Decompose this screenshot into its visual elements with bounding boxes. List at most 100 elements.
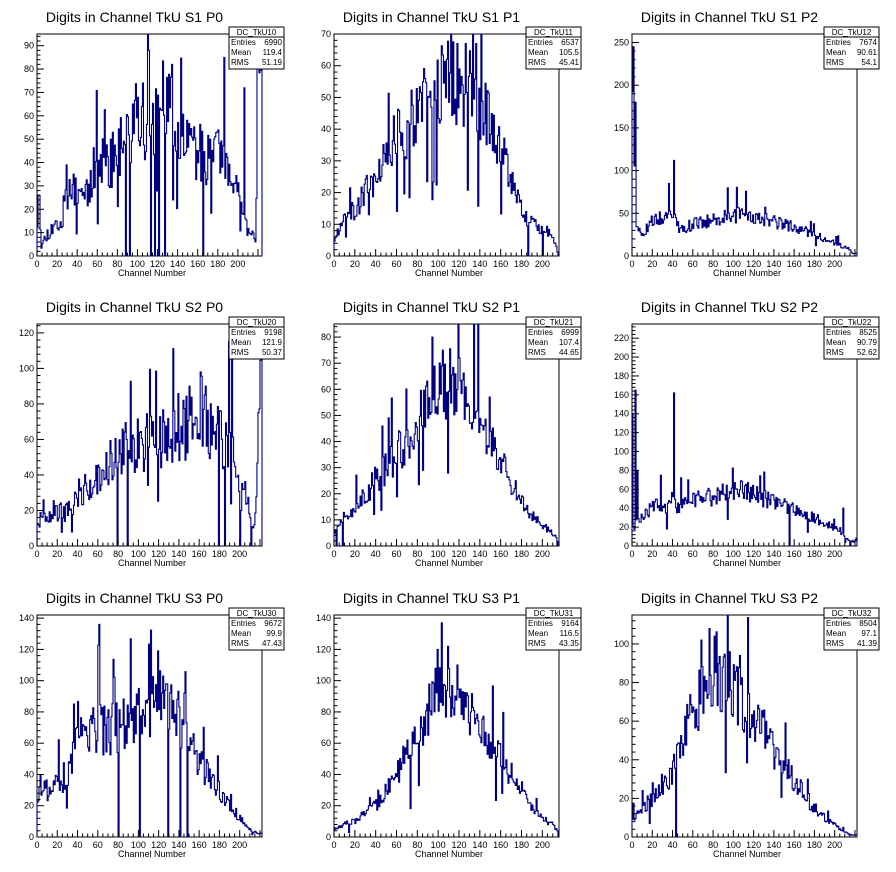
x-tick-label: 80: [708, 549, 718, 559]
y-tick-label: 70: [321, 358, 331, 368]
chart-title: Digits in Channel TkU S1 P0: [46, 9, 223, 25]
x-tick-label: 40: [73, 840, 83, 850]
x-tick-label: 200: [535, 549, 550, 559]
x-tick-label: 180: [807, 259, 822, 269]
x-tick-label: 0: [629, 840, 634, 850]
y-tick-label: 20: [321, 188, 331, 198]
y-tick-label: 100: [316, 676, 331, 686]
x-tick-label: 0: [629, 549, 634, 559]
y-tick-label: 140: [316, 613, 331, 623]
stats-key: Mean: [528, 629, 548, 638]
x-axis-label: Channel Number: [713, 558, 781, 568]
x-tick-label: 40: [72, 259, 82, 269]
histogram-panel: Digits in Channel TkU S3 P1 0 20 40 60 80 100 1…: [316, 590, 582, 859]
x-tick-label: 80: [412, 259, 422, 269]
y-tick-label: 10: [321, 219, 331, 229]
stats-value: 116.5: [560, 629, 580, 638]
y-tick-label: 40: [321, 437, 331, 447]
stats-value: 43.35: [559, 639, 580, 648]
x-tick-label: 160: [493, 549, 508, 559]
x-tick-label: 60: [92, 259, 102, 269]
x-tick-label: 200: [827, 549, 842, 559]
x-tick-label: 160: [192, 549, 207, 559]
histogram-line: [333, 323, 560, 547]
x-axis-label: Channel Number: [118, 849, 186, 859]
x-tick-label: 100: [726, 840, 741, 850]
x-axis-label: Channel Number: [118, 558, 186, 568]
stats-value: 9672: [264, 619, 282, 628]
histogram-panel: Digits in Channel TkU S3 P0 0 20 40 60 80 100 1…: [19, 590, 285, 859]
stats-value: 6537: [561, 38, 579, 47]
chart-title: Digits in Channel TkU S1 P2: [641, 9, 818, 25]
chart-title: Digits in Channel TkU S1 P1: [343, 9, 520, 25]
stats-key: Entries: [528, 38, 553, 47]
y-tick-label: 200: [614, 352, 629, 362]
stats-key: Mean: [826, 338, 846, 347]
stats-value: 121.9: [262, 338, 283, 347]
stats-value: 97.1: [861, 629, 877, 638]
stats-key: Mean: [231, 338, 251, 347]
stats-name: DC_TkU20: [237, 318, 277, 327]
histogram-line: [631, 614, 858, 838]
y-tick-label: 60: [321, 384, 331, 394]
y-tick-label: 120: [19, 328, 34, 338]
stats-key: Mean: [826, 629, 846, 638]
stats-name: DC_TkU12: [832, 28, 872, 37]
x-tick-label: 60: [391, 840, 401, 850]
stats-value: 105.5: [559, 48, 580, 57]
x-tick-label: 60: [93, 549, 103, 559]
y-tick-label: 50: [24, 134, 34, 144]
histogram-line: [631, 46, 858, 256]
x-tick-label: 80: [112, 259, 122, 269]
x-tick-label: 20: [647, 840, 657, 850]
stats-key: Entries: [528, 328, 553, 337]
y-tick-label: 20: [619, 793, 629, 803]
x-tick-label: 40: [73, 549, 83, 559]
stats-value: 8504: [859, 619, 877, 628]
stats-key: Entries: [231, 38, 256, 47]
x-tick-label: 80: [708, 259, 718, 269]
y-tick-label: 60: [321, 738, 331, 748]
stats-value: 44.65: [559, 348, 580, 357]
x-axis-label: Channel Number: [713, 849, 781, 859]
x-tick-label: 200: [232, 549, 247, 559]
stats-value: 47.43: [262, 639, 283, 648]
x-tick-label: 200: [535, 259, 550, 269]
y-tick-label: 10: [321, 515, 331, 525]
x-tick-label: 0: [34, 549, 39, 559]
x-tick-label: 200: [230, 259, 245, 269]
x-tick-label: 20: [350, 259, 360, 269]
x-tick-label: 40: [668, 549, 678, 559]
stats-key: Mean: [528, 48, 548, 57]
histogram-line: [631, 389, 858, 547]
plot-frame: [333, 33, 560, 257]
stats-key: RMS: [826, 639, 844, 648]
stats-value: 45.41: [559, 58, 580, 67]
stats-key: Mean: [826, 48, 846, 57]
stats-value: 51.19: [262, 58, 283, 67]
stats-key: Entries: [231, 619, 256, 628]
histogram-panel: Digits in Channel TkU S1 P2 0 20 40 60 80 100 1…: [614, 9, 880, 278]
y-tick-label: 80: [24, 399, 34, 409]
x-tick-label: 60: [688, 840, 698, 850]
stats-name: DC_TkU30: [237, 609, 277, 618]
x-tick-label: 120: [746, 259, 761, 269]
x-tick-label: 160: [787, 259, 802, 269]
y-tick-label: 100: [614, 166, 629, 176]
x-tick-label: 20: [52, 259, 62, 269]
x-tick-label: 120: [150, 259, 165, 269]
x-axis-label: Channel Number: [415, 849, 483, 859]
y-tick-label: 20: [24, 801, 34, 811]
histogram-panel: Digits in Channel TkU S3 P2 0 20 40 60 80 100 1…: [614, 590, 880, 859]
stats-value: 52.62: [857, 348, 878, 357]
y-tick-label: 0: [624, 832, 629, 842]
x-tick-label: 0: [34, 840, 39, 850]
x-tick-label: 0: [34, 259, 39, 269]
stats-value: 41.39: [857, 639, 878, 648]
x-tick-label: 160: [493, 259, 508, 269]
